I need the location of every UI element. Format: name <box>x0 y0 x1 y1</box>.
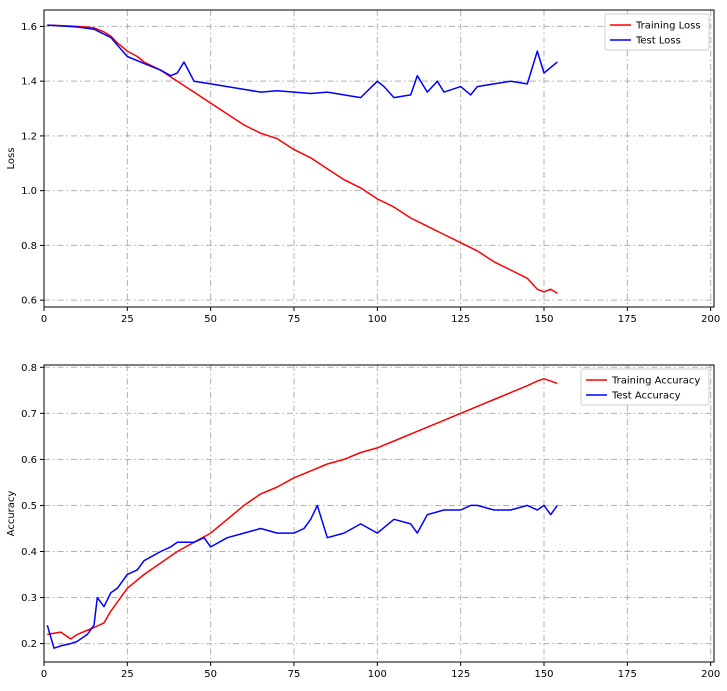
legend-label: Test Accuracy <box>611 391 681 402</box>
y-tick-label: 1.6 <box>21 22 37 33</box>
y-tick-label: 0.6 <box>21 455 37 466</box>
series-line <box>47 24 558 294</box>
y-tick-label: 0.8 <box>21 363 37 374</box>
y-tick-label: 1.4 <box>21 77 37 88</box>
y-tick-label: 1.2 <box>21 131 37 142</box>
legend-label: Training Accuracy <box>611 376 700 387</box>
x-tick-label: 50 <box>204 314 217 325</box>
x-tick-label: 150 <box>534 669 553 680</box>
series-line <box>47 24 558 99</box>
legend-label: Training Loss <box>635 21 701 32</box>
legend-box <box>604 13 710 51</box>
x-tick-label: 0 <box>41 669 47 680</box>
x-tick-label: 75 <box>288 314 301 325</box>
series-line <box>47 378 558 640</box>
y-tick-label: 0.3 <box>21 593 37 604</box>
y-tick-label: 0.6 <box>21 296 37 307</box>
x-tick-label: 25 <box>121 669 134 680</box>
y-tick-label: 1.0 <box>21 186 37 197</box>
x-tick-label: 100 <box>368 314 387 325</box>
x-tick-label: 175 <box>618 314 637 325</box>
plot-frame <box>43 9 715 308</box>
plot-frame <box>43 364 715 663</box>
y-axis-label: Accuracy <box>6 491 17 537</box>
y-tick-label: 0.5 <box>21 501 37 512</box>
y-axis-label: Loss <box>6 148 17 170</box>
x-tick-label: 25 <box>121 314 134 325</box>
legend-label: Test Loss <box>635 36 681 47</box>
chart-panel-2: 0 25 50 75 100 125 150 175 200 0.2 0.3 0.4 0.5 0.6 0.7… <box>6 363 720 680</box>
x-tick-label: 200 <box>701 669 720 680</box>
x-tick-label: 125 <box>451 669 470 680</box>
y-tick-label: 0.2 <box>21 639 37 650</box>
x-tick-label: 125 <box>451 314 470 325</box>
x-tick-label: 100 <box>368 669 387 680</box>
x-tick-label: 200 <box>701 314 720 325</box>
y-tick-label: 0.8 <box>21 241 37 252</box>
chart-panel-1: 0 25 50 75 100 125 150 175 200 0.6 0.8 1.0 1.2 1.4 1.6… <box>6 9 720 325</box>
x-tick-label: 0 <box>41 314 47 325</box>
x-tick-label: 150 <box>534 314 553 325</box>
x-tick-label: 50 <box>204 669 217 680</box>
series-line <box>46 504 558 649</box>
y-tick-label: 0.7 <box>21 409 37 420</box>
y-tick-label: 0.4 <box>21 547 37 558</box>
x-tick-label: 75 <box>288 669 301 680</box>
legend-box <box>580 368 710 406</box>
x-tick-label: 175 <box>618 669 637 680</box>
